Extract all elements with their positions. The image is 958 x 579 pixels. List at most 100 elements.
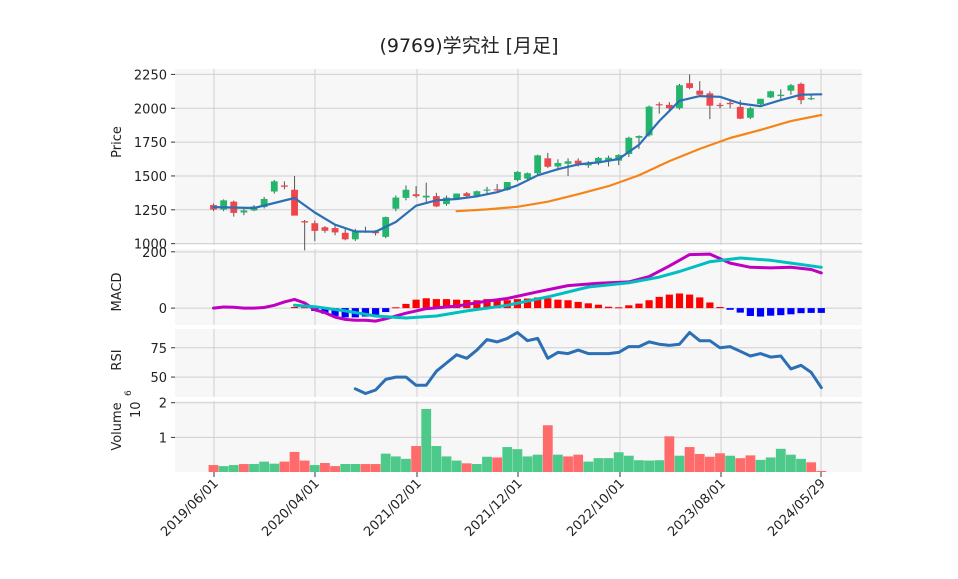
- candle-body: [220, 200, 228, 210]
- macd-histogram-bar: [584, 303, 592, 309]
- volume-bar: [320, 462, 330, 472]
- macd-axis-label: MACD: [110, 273, 125, 312]
- volume-bar: [694, 453, 705, 472]
- x-tick-label: 2020/04/01: [259, 476, 323, 540]
- volume-bar: [512, 449, 523, 472]
- volume-bar: [522, 456, 533, 472]
- volume-bar: [806, 462, 817, 472]
- macd-histogram-bar: [371, 308, 380, 316]
- volume-bar: [370, 464, 381, 472]
- candle-body: [483, 189, 491, 191]
- volume-bar: [451, 460, 462, 472]
- macd-histogram-bar: [493, 300, 501, 309]
- volume-bar: [390, 456, 401, 472]
- volume-bar: [330, 466, 340, 472]
- rsi-axis-label: RSI: [110, 349, 125, 370]
- candle-body: [706, 93, 714, 106]
- volume-bar: [259, 461, 270, 472]
- macd-histogram-bar: [615, 307, 623, 309]
- volume-bar: [623, 455, 634, 472]
- volume-bar: [340, 464, 351, 472]
- volume-bar: [735, 458, 746, 472]
- macd-ytick-label: 0: [159, 302, 167, 317]
- candle-body: [757, 98, 764, 105]
- candle-body: [534, 155, 542, 174]
- macd-histogram-bar: [564, 300, 572, 309]
- candle-body: [625, 137, 633, 155]
- volume-bar: [573, 454, 584, 472]
- volume-bar: [654, 460, 665, 472]
- volume-bar: [411, 446, 421, 472]
- macd-histogram-bar: [544, 298, 552, 309]
- candle-body: [716, 104, 724, 107]
- macd-histogram-bar: [756, 308, 765, 317]
- volume-bar: [350, 464, 361, 472]
- volume-bar: [471, 464, 482, 472]
- volume-bar: [745, 455, 756, 472]
- vol-ytick-label: 1: [159, 431, 167, 446]
- macd-histogram-bar: [736, 308, 744, 313]
- macd-histogram-bar: [635, 303, 643, 309]
- price-ytick-label: 1000: [134, 238, 167, 253]
- volume-bar: [583, 461, 594, 472]
- volume-bar: [461, 463, 472, 472]
- macd-histogram-bar: [767, 308, 775, 316]
- volume-bar: [603, 458, 614, 472]
- volume-bar: [755, 459, 766, 472]
- candle-body: [341, 232, 349, 240]
- macd-histogram-bar: [290, 306, 299, 309]
- volume-bar: [704, 456, 715, 472]
- macd-histogram-bar: [645, 300, 653, 309]
- candle-body: [767, 91, 775, 98]
- macd-histogram-bar: [301, 307, 309, 309]
- volume-bar: [492, 457, 503, 472]
- macd-histogram-bar: [523, 298, 532, 309]
- price-ytick-label: 1750: [134, 136, 167, 151]
- volume-bar: [249, 464, 259, 472]
- candle-body: [301, 221, 309, 223]
- volume-bar: [289, 451, 300, 472]
- volume-bar: [532, 454, 543, 472]
- candle-body: [676, 85, 683, 109]
- macd-histogram-bar: [341, 308, 349, 318]
- macd-histogram-bar: [686, 294, 694, 309]
- macd-histogram-bar: [696, 297, 704, 309]
- macd-histogram-bar: [412, 299, 420, 309]
- volume-axis-label: Volume: [110, 402, 125, 450]
- candle-body: [655, 104, 663, 106]
- volume-bar: [431, 446, 442, 472]
- volume-bar: [644, 460, 654, 472]
- volume-bar: [238, 464, 249, 472]
- candle-body: [463, 193, 471, 196]
- volume-bar: [634, 460, 644, 472]
- candle-body: [351, 230, 359, 240]
- macd-ytick-label: 200: [142, 246, 167, 261]
- candle-body: [564, 161, 572, 164]
- volume-bar: [775, 448, 786, 472]
- candle-body: [595, 157, 602, 163]
- volume-bar: [786, 454, 796, 472]
- volume-bar: [482, 456, 492, 472]
- volume-bar: [674, 455, 685, 472]
- vol-ytick-label: 2: [159, 397, 167, 412]
- macd-histogram-bar: [382, 308, 390, 313]
- macd-line: [212, 252, 823, 323]
- candle-body: [422, 195, 430, 198]
- macd-histogram-bar: [706, 302, 714, 309]
- candle-body: [473, 191, 481, 196]
- candle-body: [746, 108, 754, 118]
- candle-body: [443, 197, 450, 205]
- macd-histogram-bar: [574, 301, 582, 309]
- macd-histogram-bar: [321, 308, 329, 314]
- candle-body: [270, 181, 278, 192]
- candle-body: [392, 197, 400, 209]
- macd-histogram-bar: [392, 307, 400, 309]
- candle-body: [281, 185, 288, 187]
- volume-bar: [441, 456, 452, 472]
- candle-body: [665, 104, 673, 109]
- rsi-line: [353, 331, 823, 395]
- candle-body: [554, 162, 562, 167]
- volume-bar: [360, 464, 371, 472]
